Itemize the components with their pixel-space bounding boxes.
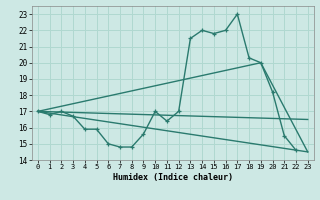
- X-axis label: Humidex (Indice chaleur): Humidex (Indice chaleur): [113, 173, 233, 182]
